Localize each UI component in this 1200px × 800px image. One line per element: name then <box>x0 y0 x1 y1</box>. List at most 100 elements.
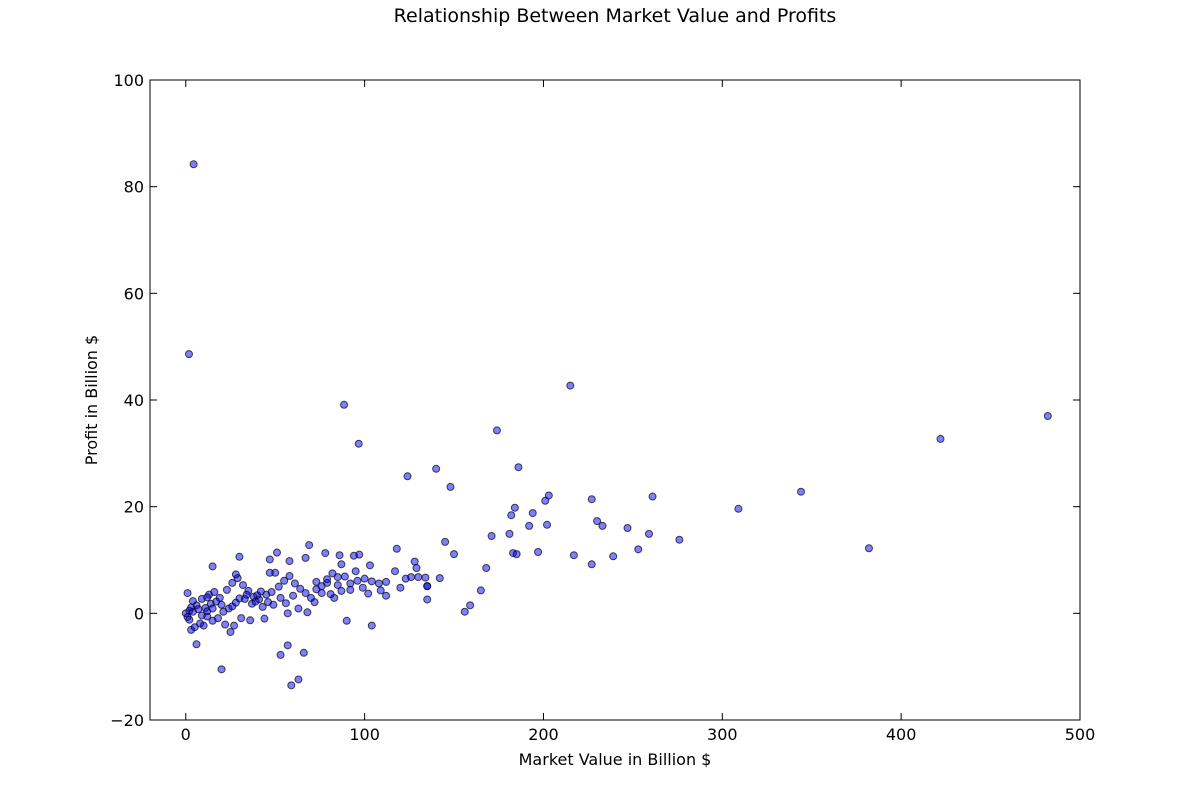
data-point <box>340 572 349 581</box>
data-point <box>183 589 192 598</box>
data-point <box>226 628 235 636</box>
data-point <box>460 607 469 616</box>
data-point <box>184 350 193 359</box>
data-point <box>403 472 412 481</box>
data-point <box>256 587 265 596</box>
data-point <box>391 567 400 576</box>
data-point <box>285 557 294 566</box>
data-point <box>337 586 346 595</box>
data-point <box>283 609 292 618</box>
data-point <box>235 594 244 603</box>
data-point <box>648 492 657 501</box>
data-point <box>374 579 383 588</box>
data-point <box>196 619 205 628</box>
data-point <box>246 616 255 625</box>
data-point <box>222 585 231 594</box>
data-point <box>274 582 283 591</box>
data-point <box>734 504 743 513</box>
data-point <box>623 524 632 532</box>
data-point <box>265 568 274 577</box>
data-point <box>208 562 217 571</box>
data-point <box>351 567 360 576</box>
y-tick-label: 60 <box>124 284 144 303</box>
y-tick-label: 0 <box>134 604 144 623</box>
data-point <box>289 591 298 600</box>
data-point <box>407 573 416 582</box>
data-point <box>208 604 217 613</box>
data-point <box>423 595 432 604</box>
data-point <box>410 557 419 566</box>
points-layer <box>181 160 1052 690</box>
data-point <box>340 400 349 409</box>
data-point <box>367 577 376 586</box>
data-point <box>543 520 552 529</box>
data-point <box>190 623 199 632</box>
data-point <box>421 573 430 582</box>
data-point <box>321 549 330 558</box>
data-point <box>435 574 444 583</box>
data-point <box>569 551 578 560</box>
data-point <box>412 564 421 572</box>
x-axis-title: Market Value in Billion $ <box>519 750 712 769</box>
data-point <box>598 521 607 530</box>
data-point <box>276 650 285 659</box>
data-point <box>301 553 310 562</box>
data-point <box>230 621 239 630</box>
data-point <box>228 602 237 611</box>
data-point <box>376 586 385 595</box>
y-tick-label: 20 <box>124 498 144 517</box>
data-point <box>525 521 534 530</box>
y-tick-label: 100 <box>113 71 144 90</box>
x-tick-label: 200 <box>528 725 559 744</box>
data-point <box>235 552 244 561</box>
data-point <box>294 675 303 684</box>
data-point <box>534 548 543 556</box>
data-point <box>541 496 550 505</box>
data-point <box>510 503 519 512</box>
data-point <box>507 511 516 520</box>
data-point <box>609 552 618 561</box>
data-point <box>432 464 441 473</box>
data-point <box>335 551 344 560</box>
data-point <box>272 548 281 557</box>
data-point <box>280 576 289 585</box>
data-point <box>492 426 501 435</box>
plot-frame <box>149 79 1081 721</box>
data-point <box>593 517 602 526</box>
data-point <box>396 583 405 592</box>
data-point <box>189 160 198 169</box>
x-tick-label: 500 <box>1065 725 1096 744</box>
data-point <box>231 570 240 579</box>
data-point <box>333 581 342 590</box>
data-point <box>210 588 219 596</box>
data-point <box>587 495 596 504</box>
data-point <box>1043 412 1052 420</box>
data-point <box>364 589 373 598</box>
data-point <box>544 491 553 500</box>
data-point <box>194 605 203 614</box>
data-point <box>797 487 805 496</box>
data-point <box>258 602 267 611</box>
data-point <box>936 434 945 443</box>
data-point <box>239 581 247 590</box>
data-point <box>237 614 246 623</box>
data-point <box>219 607 228 616</box>
plot-area <box>150 80 1080 720</box>
data-point <box>342 616 351 625</box>
y-tick-label: 80 <box>124 178 144 197</box>
y-axis-title: Profit in Billion $ <box>82 335 101 465</box>
data-point <box>213 614 222 623</box>
data-point <box>441 537 450 546</box>
chart-title: Relationship Between Market Value and Pr… <box>394 5 837 27</box>
y-tick-label: 40 <box>124 391 144 410</box>
data-point <box>354 439 363 448</box>
data-point <box>353 576 362 585</box>
data-point <box>365 561 374 570</box>
data-point <box>267 588 276 596</box>
data-point <box>337 560 346 569</box>
data-point <box>644 529 653 538</box>
data-point <box>450 550 459 559</box>
data-point <box>221 620 230 629</box>
